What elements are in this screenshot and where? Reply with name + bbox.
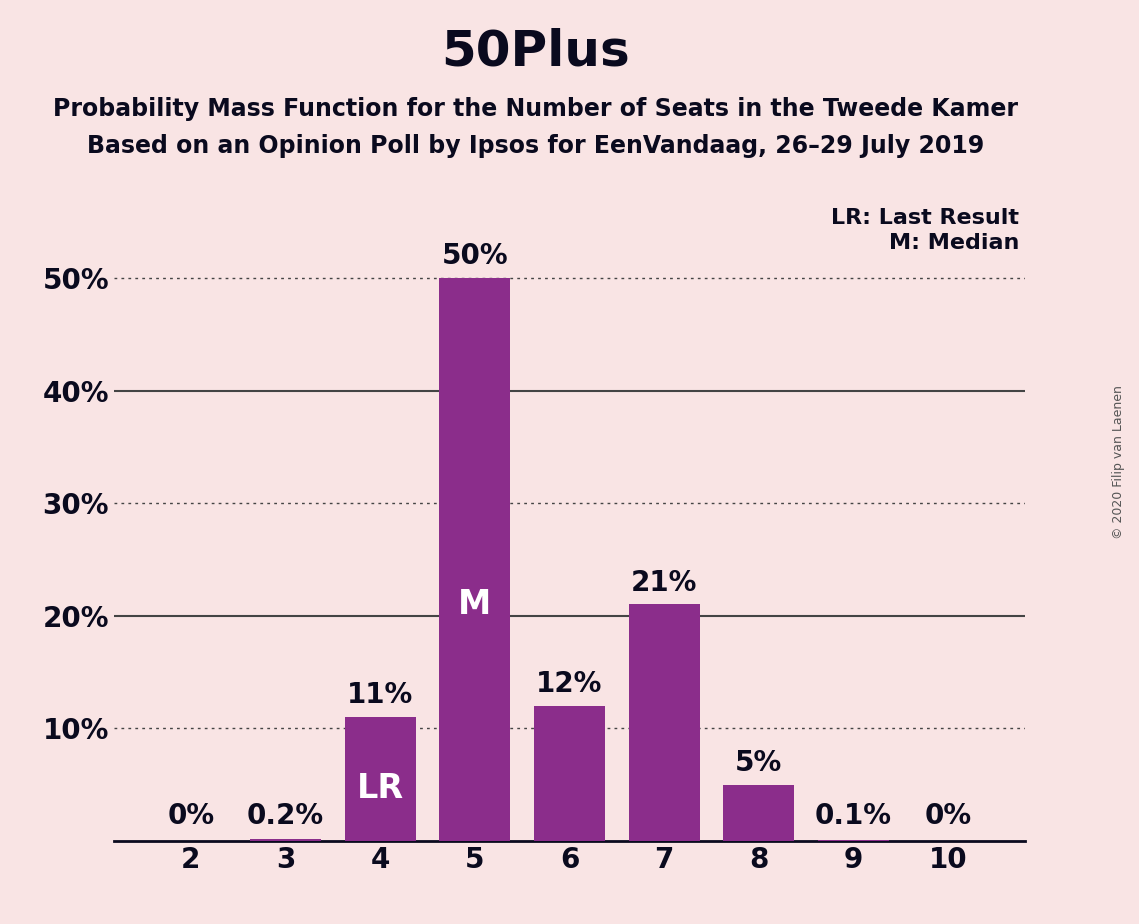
Text: Based on an Opinion Poll by Ipsos for EenVandaag, 26–29 July 2019: Based on an Opinion Poll by Ipsos for Ee… [87, 134, 984, 158]
Text: 0.1%: 0.1% [816, 802, 892, 830]
Bar [440, 278, 510, 841]
Text: 0.2%: 0.2% [247, 802, 325, 830]
Text: 21%: 21% [631, 568, 697, 597]
Bar [534, 706, 605, 841]
Text: © 2020 Filip van Laenen: © 2020 Filip van Laenen [1112, 385, 1125, 539]
Text: 11%: 11% [347, 681, 413, 709]
Text: Probability Mass Function for the Number of Seats in the Tweede Kamer: Probability Mass Function for the Number… [52, 97, 1018, 121]
Text: 50%: 50% [442, 242, 508, 270]
Text: M: M [458, 588, 491, 621]
Text: 0%: 0% [167, 802, 214, 830]
Text: M: Median: M: Median [890, 233, 1019, 253]
Bar [629, 604, 699, 841]
Text: 50Plus: 50Plus [441, 28, 630, 76]
Bar [723, 784, 794, 841]
Text: LR: LR [357, 772, 403, 806]
Text: 0%: 0% [925, 802, 972, 830]
Bar [345, 717, 416, 841]
Bar [818, 840, 890, 841]
Text: LR: Last Result: LR: Last Result [831, 208, 1019, 228]
Text: 5%: 5% [735, 748, 782, 777]
Bar [249, 839, 321, 841]
Text: 12%: 12% [536, 670, 603, 698]
